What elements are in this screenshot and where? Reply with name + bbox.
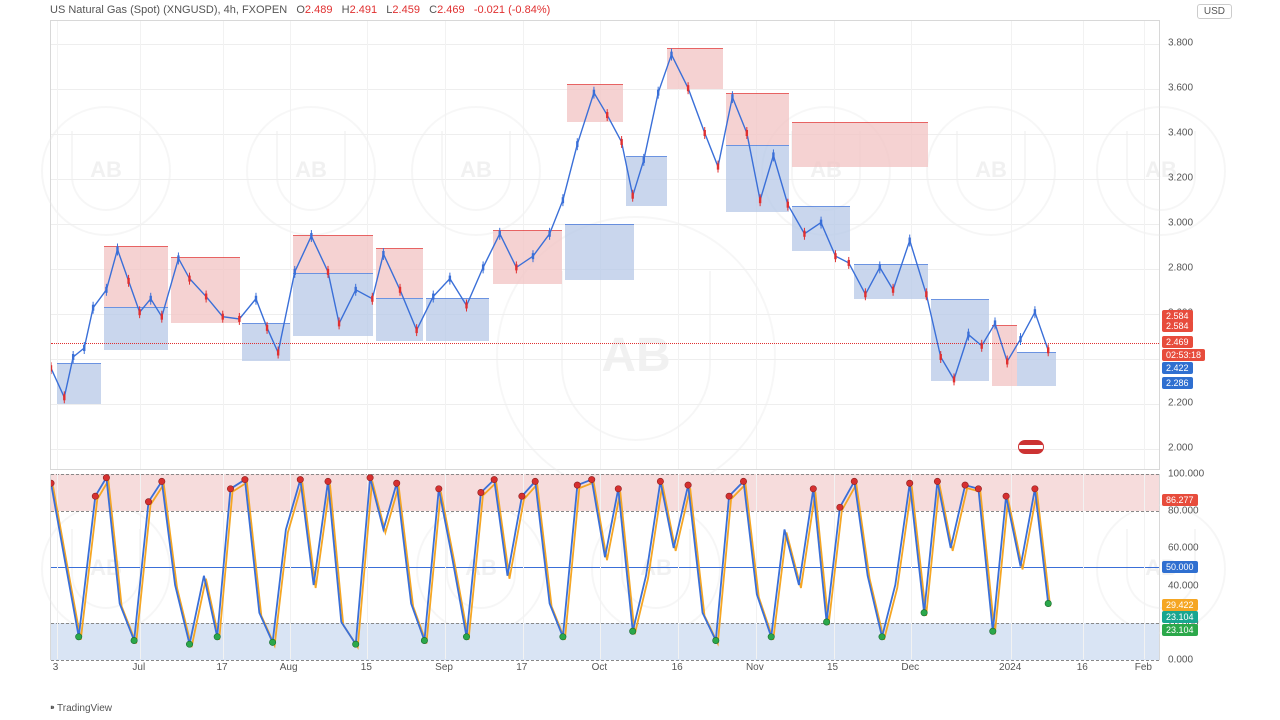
- ohlc-change-pct: (-0.84%): [508, 4, 550, 16]
- current-price-line: [51, 343, 1159, 344]
- indicator-pane[interactable]: AB AB AB AB: [50, 474, 1160, 660]
- watermark-logo: AB: [416, 504, 546, 634]
- time-axis[interactable]: 3Jul17Aug15Sep17Oct16Nov15Dec202416Feb: [50, 662, 1160, 680]
- chart-container: US Natural Gas (Spot) (XNGUSD), 4h, FXOP…: [0, 0, 1280, 720]
- ohlc-change: -0.021: [474, 4, 505, 16]
- watermark-logo: AB: [926, 106, 1056, 236]
- ohlc-low: L2.459: [386, 4, 423, 16]
- indicator-axis[interactable]: 0.00020.00040.00060.00080.000100.00086.2…: [1162, 474, 1232, 660]
- currency-badge[interactable]: USD: [1197, 4, 1232, 19]
- footer-brand: ⁍TradingView: [50, 703, 112, 714]
- flag-icon: [1018, 440, 1044, 454]
- watermark-logo: AB: [411, 106, 541, 236]
- symbol-title: US Natural Gas (Spot) (XNGUSD), 4h, FXOP…: [50, 4, 287, 16]
- watermark-logo: AB: [41, 106, 171, 236]
- chart-header: US Natural Gas (Spot) (XNGUSD), 4h, FXOP…: [50, 4, 550, 16]
- price-axis[interactable]: 2.0002.2002.4002.6002.8003.0003.2003.400…: [1162, 20, 1232, 470]
- ohlc-close: C2.469: [429, 4, 468, 16]
- watermark-logo: AB: [41, 504, 171, 634]
- ohlc-open: O2.489: [296, 4, 335, 16]
- tradingview-icon: ⁍: [50, 703, 55, 714]
- price-pane[interactable]: AB AB AB AB AB AB AB: [50, 20, 1160, 470]
- watermark-logo: AB: [591, 504, 721, 634]
- watermark-logo: AB: [246, 106, 376, 236]
- ohlc-high: H2.491: [342, 4, 381, 16]
